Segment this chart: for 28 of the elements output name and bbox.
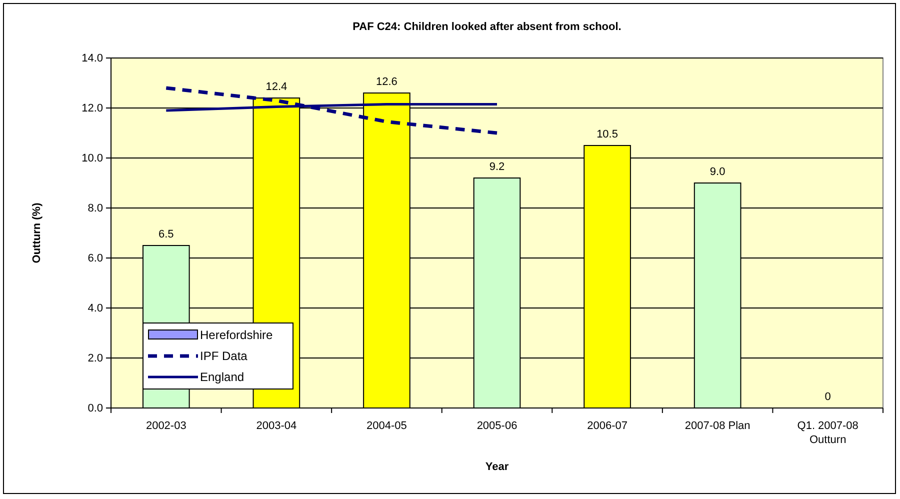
legend-label: England xyxy=(200,370,244,384)
x-tick-label: Q1. 2007-08 Outturn xyxy=(797,420,858,446)
y-tick-label: 10.0 xyxy=(82,152,103,165)
y-tick-label: 14.0 xyxy=(82,52,103,65)
data-label: 10.5 xyxy=(596,128,618,140)
data-label: 12.6 xyxy=(376,76,398,88)
data-label: 0 xyxy=(824,391,831,403)
y-tick-label: 0.0 xyxy=(88,402,103,415)
x-tick-label: 2006-07 xyxy=(587,420,628,432)
x-tick-label: 2002-03 xyxy=(146,420,186,432)
y-tick-label: 4.0 xyxy=(88,302,103,315)
data-label: 12.4 xyxy=(266,81,288,93)
x-tick-label: 2005-06 xyxy=(476,420,518,432)
y-tick-label: 6.0 xyxy=(88,252,103,265)
y-tick-label: 2.0 xyxy=(88,352,103,365)
chart-title: PAF C24: Children looked after absent from school. xyxy=(352,21,622,33)
data-label: 9.0 xyxy=(710,166,726,178)
y-tick-label: 8.0 xyxy=(88,202,103,215)
x-axis-title: Year xyxy=(485,461,510,473)
x-tick-label: 2007-08 Plan xyxy=(684,420,750,432)
legend-label: Herefordshire xyxy=(200,328,274,342)
legend-label: IPF Data xyxy=(200,349,248,363)
data-label: 9.2 xyxy=(489,161,505,173)
x-tick-label: 2003-04 xyxy=(256,420,297,432)
y-axis-title: Outturn (%) xyxy=(31,202,43,264)
data-label: 6.5 xyxy=(158,228,174,240)
y-tick-label: 12.0 xyxy=(82,102,103,115)
x-tick-label: 2004-05 xyxy=(366,420,407,432)
